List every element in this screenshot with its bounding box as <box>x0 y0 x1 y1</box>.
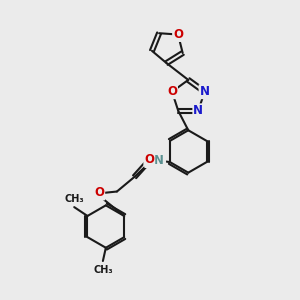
Text: CH₃: CH₃ <box>93 265 113 275</box>
Text: O: O <box>94 187 104 200</box>
Text: CH₃: CH₃ <box>64 194 84 204</box>
Text: N: N <box>193 104 203 117</box>
Text: O: O <box>173 28 183 41</box>
Text: O: O <box>167 85 177 98</box>
Text: HN: HN <box>145 154 165 167</box>
Text: O: O <box>144 153 154 166</box>
Text: N: N <box>200 85 209 98</box>
